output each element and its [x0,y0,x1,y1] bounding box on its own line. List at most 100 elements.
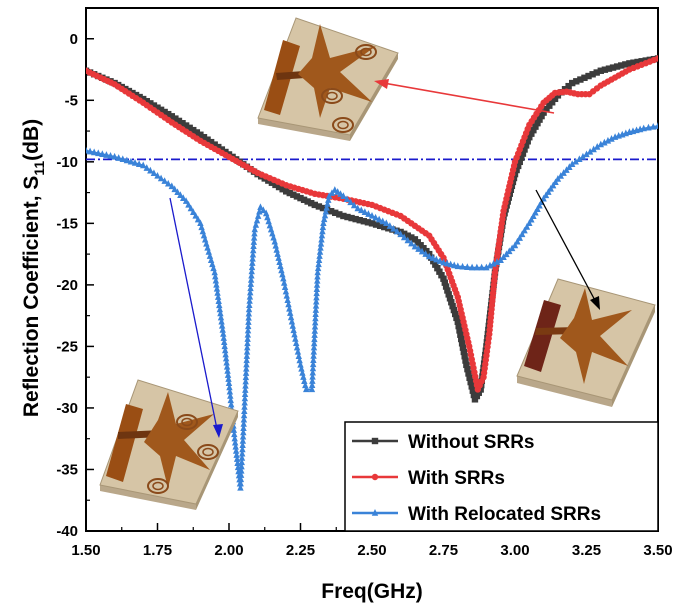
data-point [293,193,301,200]
data-point [308,381,316,389]
data-point [311,322,319,330]
data-point [361,208,369,215]
data-point [314,268,321,276]
data-point [249,250,257,258]
data-point [613,63,621,70]
data-point [214,289,221,296]
data-point [300,373,307,380]
data-point [135,160,143,167]
data-point [216,305,224,313]
srr-ring [147,478,169,494]
data-point [473,392,481,400]
data-point [251,225,258,233]
ground-block [524,300,561,372]
data-point [250,238,258,245]
data-point [368,220,376,227]
data-point [286,189,293,197]
data-point [284,296,291,303]
arrow-blue [169,197,219,435]
data-point [225,379,233,387]
data-point [468,263,476,271]
data-point [274,250,281,257]
data-point [293,339,300,347]
data-point [340,212,347,220]
data-point [538,112,545,120]
data-point [95,149,102,157]
data-point [240,411,248,419]
data-point [140,161,147,169]
data-point [287,313,295,321]
data-point [180,194,187,201]
srr-ring [332,117,354,133]
data-point [300,196,308,204]
data-point [467,378,474,386]
data-point [457,331,464,338]
data-point [228,400,235,408]
data-point [453,314,460,322]
data-point [312,306,320,313]
data-point [390,224,397,232]
data-point [654,55,658,62]
data-point [344,213,351,221]
data-point [297,194,304,202]
data-point [473,263,481,271]
data-point [426,252,433,260]
data-point [308,385,316,393]
srr-ring [337,120,349,130]
y-axis-title-unit: (dB) [20,119,43,161]
data-point [654,122,658,129]
data-point [253,216,261,224]
data-point [309,377,316,384]
data-point [313,297,320,305]
data-point [486,261,494,269]
data-point [247,288,254,296]
data-point [350,201,358,209]
data-point [336,211,343,218]
data-point [565,82,572,90]
data-point [304,198,311,205]
arrow-red-head [374,79,389,89]
data-point [650,122,657,130]
data-point [157,106,165,114]
x-tick-label: 2.25 [286,542,315,559]
data-point [447,260,454,268]
data-point [242,381,249,389]
data-point [99,150,106,157]
data-point [438,272,445,279]
data-point [171,185,178,193]
data-point [523,223,531,230]
data-point [516,158,523,166]
data-point [248,263,256,271]
data-point [220,334,227,341]
data-point [216,301,223,309]
y-tick-label: -35 [56,461,78,478]
data-point [86,147,94,155]
data-point [609,64,617,71]
data-point [319,223,327,231]
data-point [237,483,244,491]
data-point [230,426,238,433]
data-point [443,259,451,267]
data-point [172,115,179,122]
data-point [618,62,625,69]
data-point [223,362,231,370]
data-point [233,451,240,458]
x-tick-label: 2.50 [357,542,386,559]
data-point [299,369,306,376]
data-point [231,438,239,446]
data-point [332,209,339,217]
data-point [226,383,233,391]
data-point [240,420,247,427]
data-point [323,203,330,211]
data-point [214,293,222,300]
data-point [231,430,238,438]
data-point [294,347,302,355]
star-patch [144,392,214,488]
data-point [319,204,327,212]
data-point [524,138,531,145]
data-point [292,335,299,342]
data-point [604,136,612,144]
data-point [318,235,325,243]
data-point [187,204,195,212]
data-point [240,415,248,423]
